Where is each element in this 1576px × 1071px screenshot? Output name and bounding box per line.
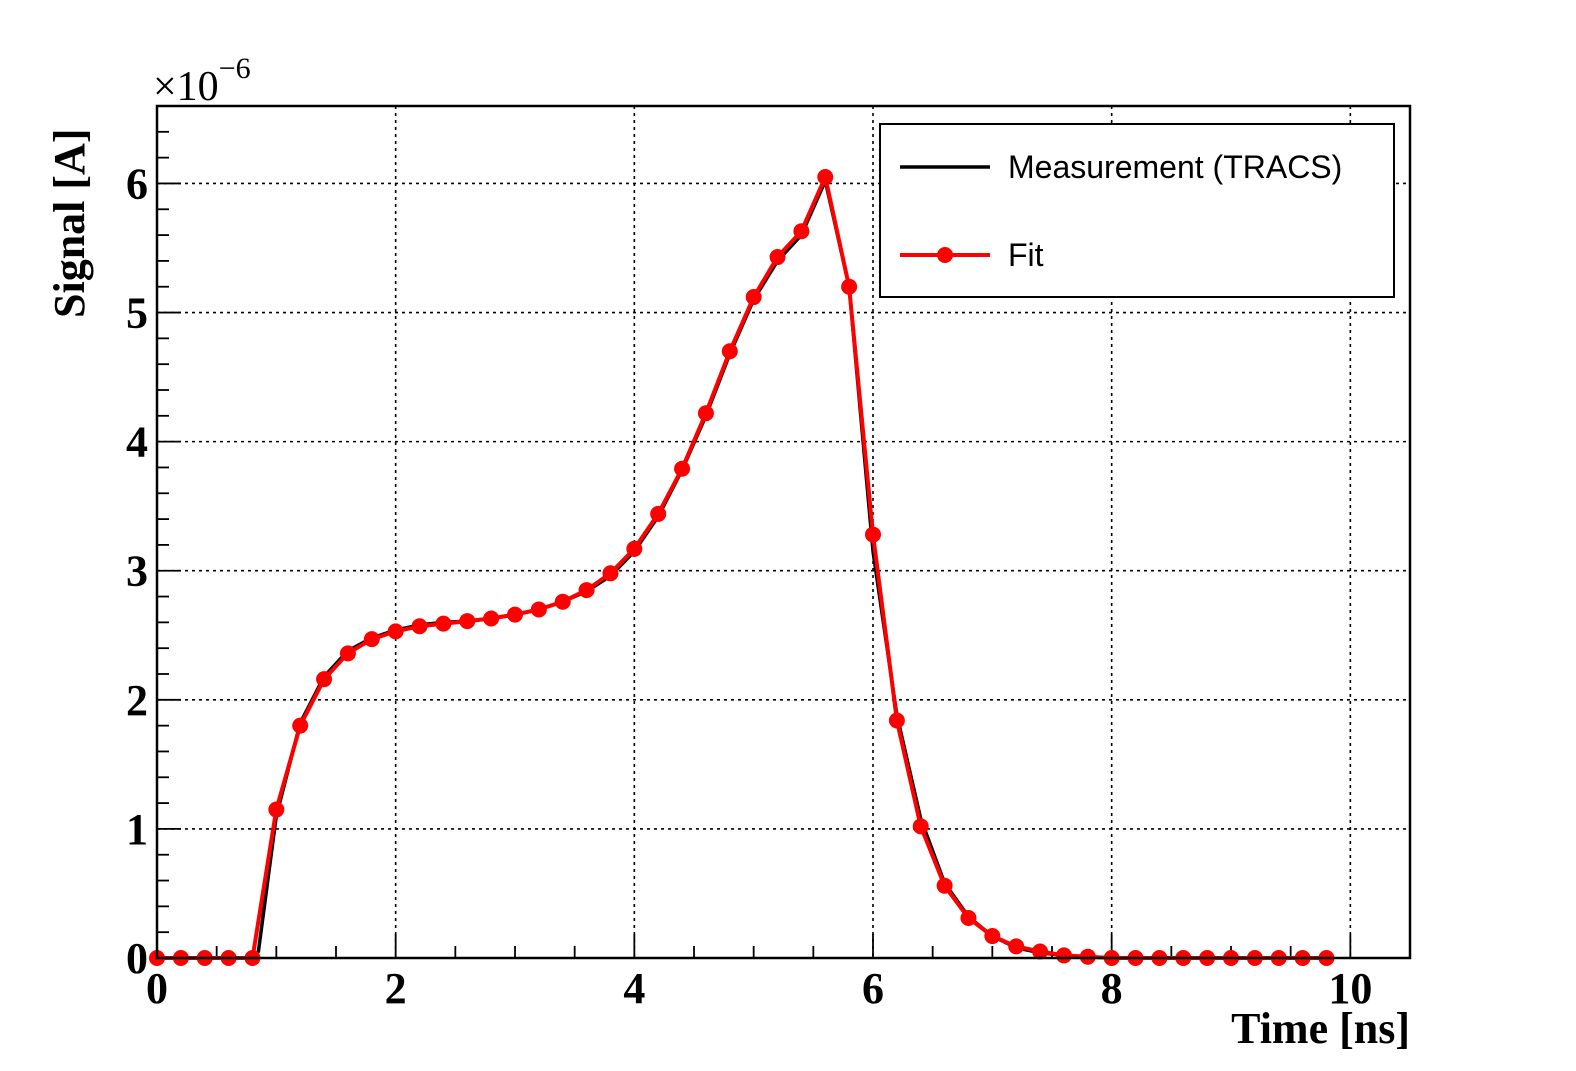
fit-point — [769, 249, 786, 266]
y-tick-label: 2 — [126, 676, 148, 725]
fit-point — [387, 623, 404, 640]
fit-point — [1079, 948, 1096, 965]
fit-point — [483, 610, 500, 627]
y-tick-label: 4 — [126, 418, 148, 467]
fit-point — [650, 505, 667, 522]
x-axis-title: Time [ns] — [1231, 1004, 1410, 1053]
fit-point — [507, 606, 523, 623]
y-axis-title: Signal [A] — [45, 129, 94, 318]
fit-point — [363, 631, 380, 648]
legend: Measurement (TRACS) Fit — [879, 123, 1395, 298]
fit-point — [1008, 938, 1025, 955]
x-tick-label: 0 — [146, 964, 168, 1013]
fit-point — [697, 405, 714, 422]
fit-point — [459, 613, 476, 630]
fit-point — [1032, 943, 1049, 960]
plot-frame — [155, 104, 1412, 960]
fit-point — [960, 909, 977, 926]
y-multiplier: ×10−6 — [153, 52, 251, 110]
fit-point — [674, 460, 691, 477]
fit-point — [268, 801, 285, 818]
y-tick-label: 1 — [126, 805, 148, 854]
fit-point — [316, 671, 333, 688]
tick-labels: 0 2 4 6 8 10 0 1 2 3 4 5 6 — [126, 159, 1372, 1013]
fit-point — [745, 289, 762, 306]
fit-point — [411, 618, 428, 635]
fit-point — [339, 645, 356, 662]
fit-point — [817, 169, 834, 185]
x-tick-label: 2 — [385, 964, 407, 1013]
legend-box — [879, 123, 1395, 298]
fit-point — [841, 278, 858, 295]
fit-point — [554, 593, 571, 610]
x-tick-label: 8 — [1101, 964, 1123, 1013]
fit-point — [793, 223, 810, 240]
fit-point — [292, 717, 309, 734]
x-tick-label: 4 — [623, 964, 645, 1013]
fit-point — [602, 565, 619, 582]
y-tick-label: 3 — [126, 547, 148, 596]
fit-point — [984, 928, 1001, 945]
fit-point — [1055, 947, 1072, 964]
fit-point — [530, 601, 547, 618]
legend-measurement-label: Measurement (TRACS) — [1008, 149, 1342, 185]
fit-point — [578, 582, 595, 599]
fit-point — [912, 818, 929, 835]
legend-fit-marker — [937, 247, 953, 263]
y-tick-label: 5 — [126, 289, 148, 338]
x-tick-label: 10 — [1328, 964, 1372, 1013]
y-tick-label: 0 — [126, 934, 148, 983]
fit-point — [626, 540, 643, 557]
legend-fit-label: Fit — [1008, 237, 1044, 273]
x-tick-label: 6 — [862, 964, 884, 1013]
fit-point — [888, 712, 905, 729]
y-tick-label: 6 — [126, 159, 148, 208]
fit-point — [435, 615, 452, 632]
fit-point — [721, 343, 738, 360]
fit-point — [865, 526, 881, 543]
fit-point — [936, 877, 953, 894]
